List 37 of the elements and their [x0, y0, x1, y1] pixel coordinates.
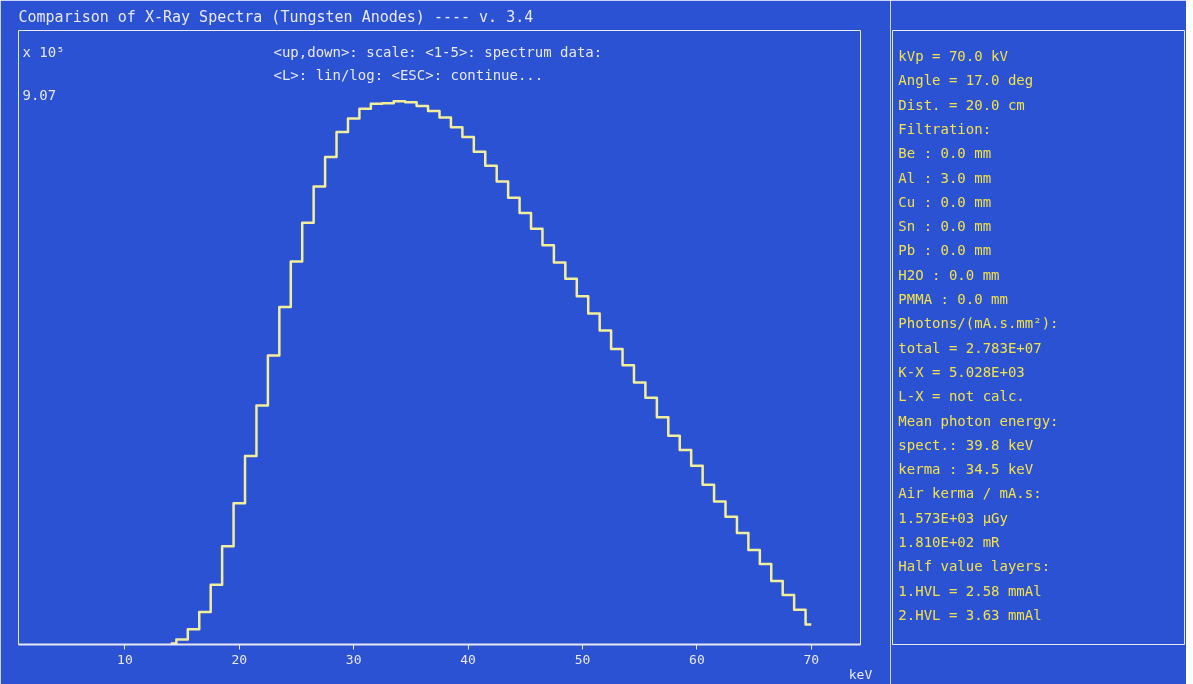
text: <up,down>: scale: <1-5>: spectrum data:	[273, 43, 603, 60]
text: Photons/(mA.s.mm²):	[898, 315, 1059, 332]
text: H2O : 0.0 mm	[898, 266, 1000, 283]
text: Dist. = 20.0 cm	[898, 96, 1025, 113]
x-tick-label: 50	[574, 651, 591, 667]
text: 1.HVL = 2.58 mmAl	[898, 582, 1042, 599]
text: Mean photon energy:	[898, 412, 1059, 429]
text: Angle = 17.0 deg	[898, 72, 1034, 89]
text: Air kerma / mA.s:	[898, 485, 1042, 502]
text: 2.HVL = 3.63 mmAl	[898, 607, 1042, 624]
text: spect.: 39.8 keV	[898, 436, 1034, 453]
text: Pb : 0.0 mm	[898, 242, 992, 259]
chart-title: Comparison of X-Ray Spectra (Tungsten Anodes) ---- v. 3.4	[18, 7, 534, 26]
text: 1.573E+03 µGy	[898, 509, 1008, 526]
x-tick-label: 10	[117, 651, 133, 667]
text: x 10⁵	[22, 43, 65, 60]
x-tick-label: 20	[231, 651, 248, 667]
text: Cu : 0.0 mm	[898, 193, 992, 210]
text: kerma : 34.5 keV	[898, 461, 1034, 478]
x-axis-title: keV	[848, 666, 873, 682]
text: L-X = not calc.	[898, 388, 1025, 405]
x-tick-label: 30	[345, 651, 362, 667]
x-tick-label: 70	[803, 651, 820, 667]
text: kVp = 70.0 kV	[898, 48, 1009, 65]
text: Al : 3.0 mm	[898, 169, 992, 186]
text: total = 2.783E+07	[898, 339, 1042, 356]
x-tick-label: 60	[689, 651, 705, 667]
text: PMMA : 0.0 mm	[898, 291, 1008, 308]
text: Half value layers:	[898, 558, 1051, 575]
text: Sn : 0.0 mm	[898, 218, 992, 235]
x-tick-label: 40	[460, 651, 476, 667]
text: 1.810E+02 mR	[898, 534, 1001, 551]
annotation: 9.07	[22, 86, 57, 103]
text: <L>: lin/log: <ESC>: continue...	[273, 66, 544, 83]
text: Be : 0.0 mm	[898, 145, 992, 162]
text: Filtration:	[898, 120, 992, 137]
text: K-X = 5.028E+03	[898, 363, 1025, 380]
